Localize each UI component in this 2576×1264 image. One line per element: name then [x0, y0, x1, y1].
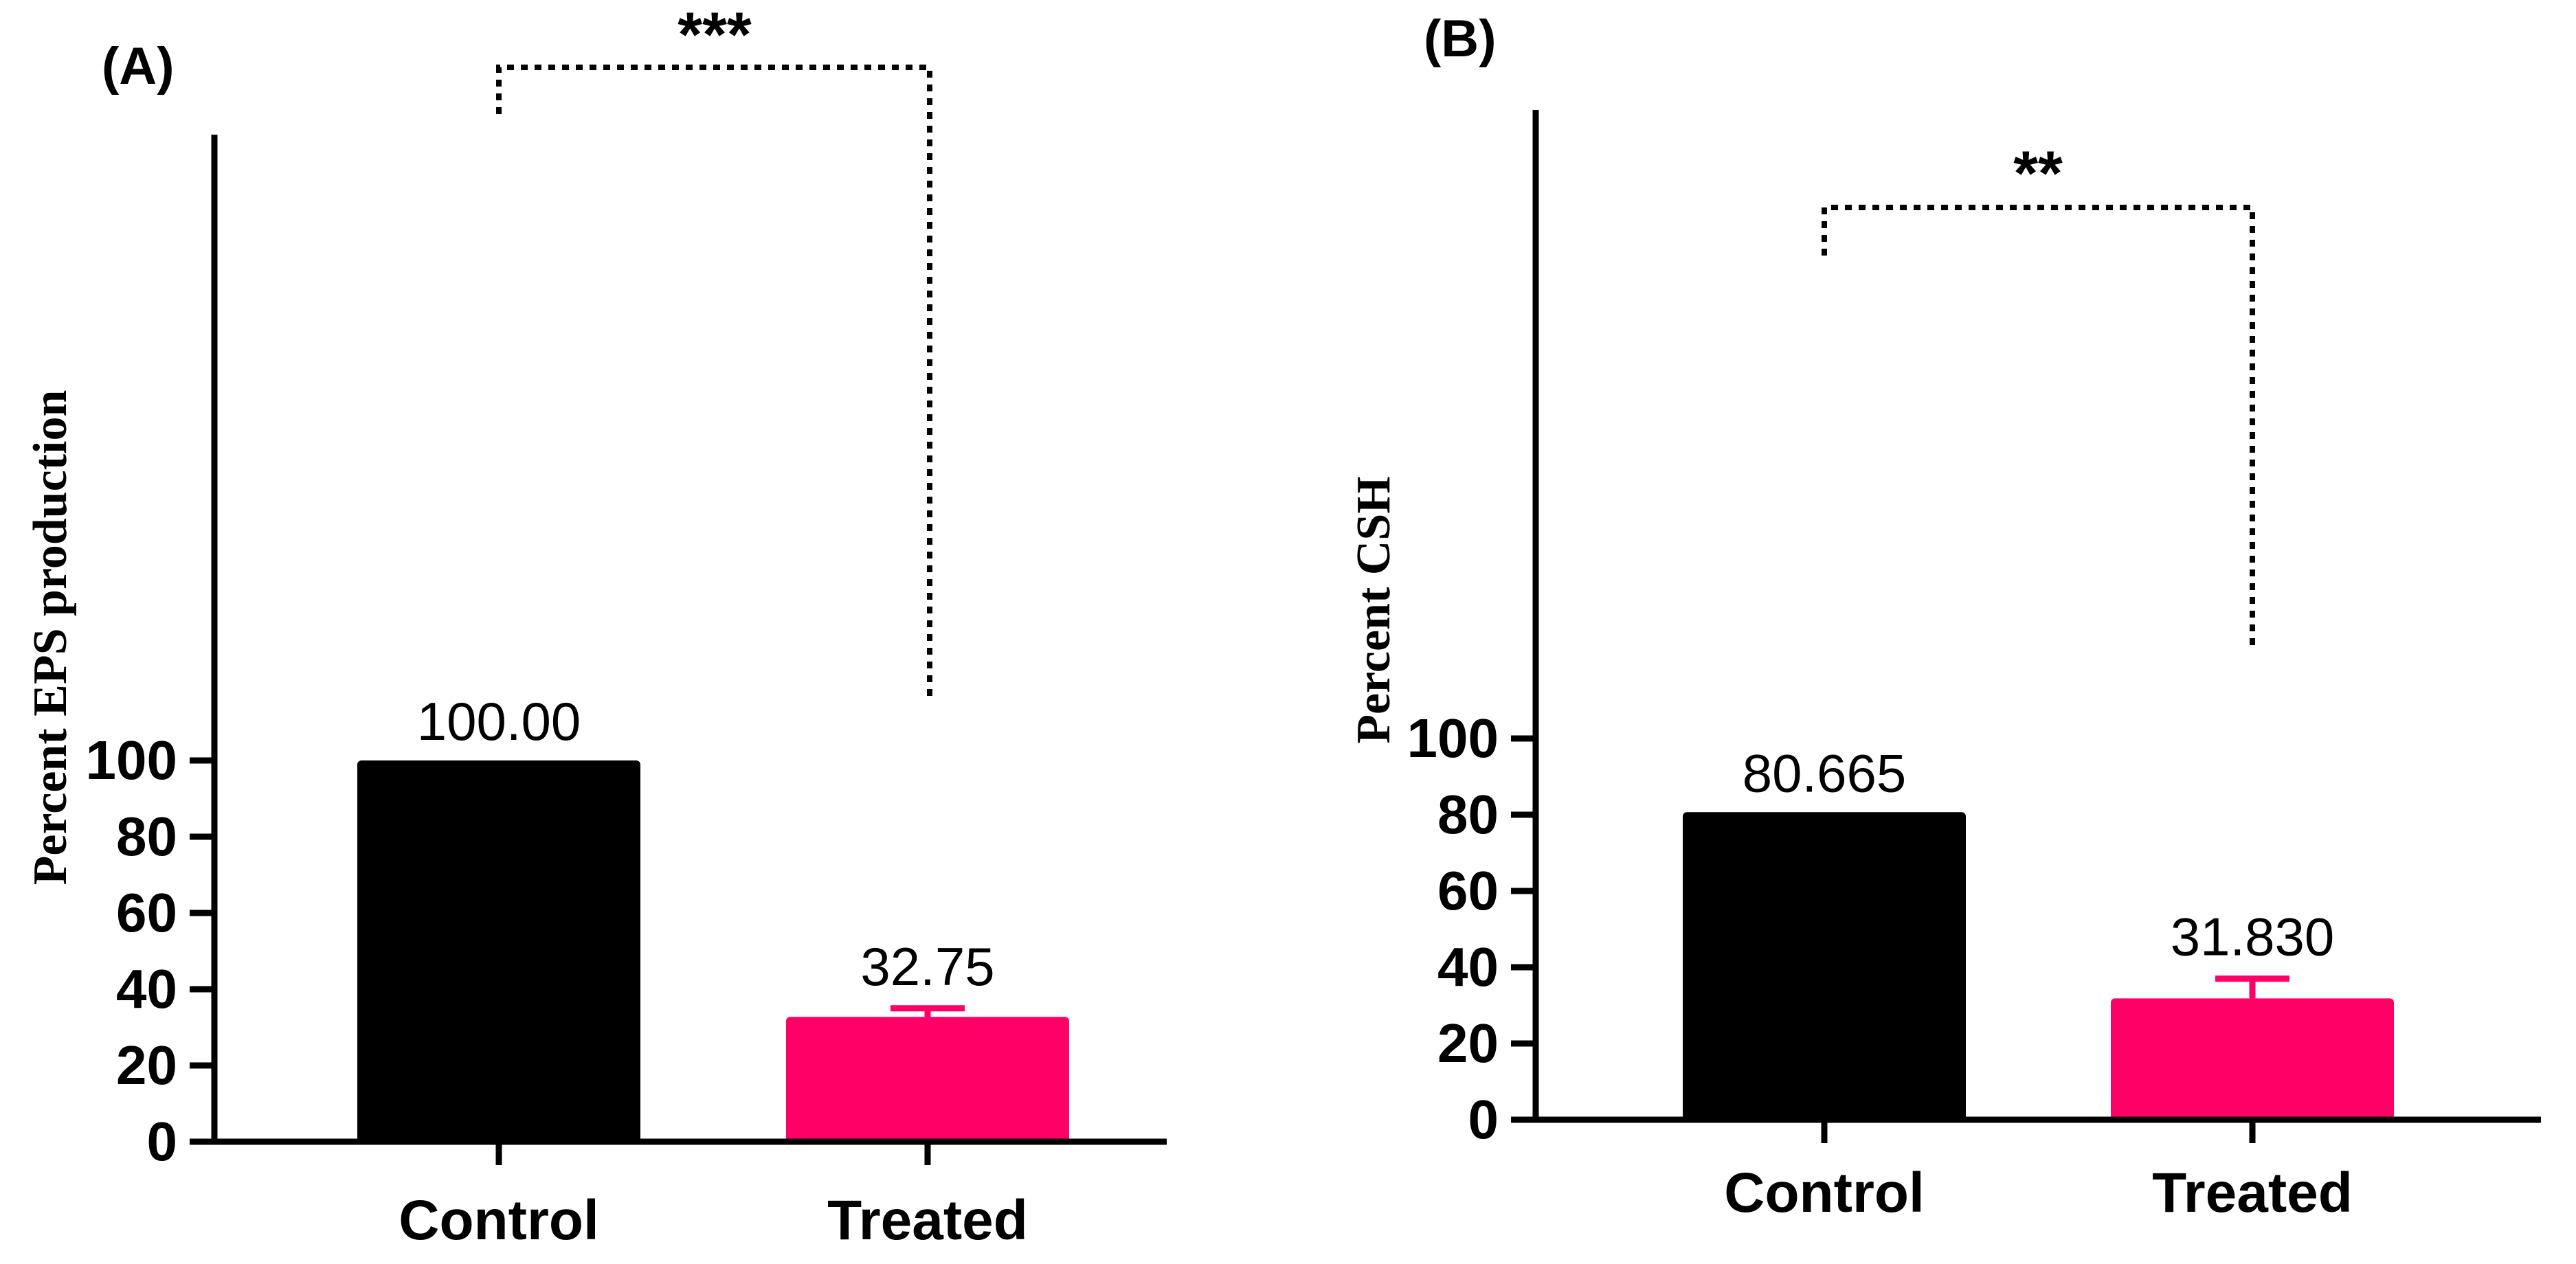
- panel-a-significance-bracket: [496, 65, 932, 697]
- panel-a-value-label-control: 100.00: [417, 691, 581, 752]
- panel-b-y-ticks: 0 20 40 60 80 100: [1407, 708, 1536, 1150]
- panel-b-label: (B): [1424, 10, 1497, 68]
- panel-b-value-label-treated: 31.830: [2171, 907, 2335, 967]
- panel-a-y-tick-label: 80: [116, 806, 177, 867]
- panel-a-significance-stars: ***: [677, 0, 752, 70]
- panel-b-value-label-control: 80.665: [1743, 743, 1907, 803]
- panel-a-y-axis-label: Percent EPS production: [24, 390, 77, 885]
- panel-b-x-ticks: [1821, 1120, 2256, 1143]
- panel-b-y-tick-label: 0: [1468, 1089, 1499, 1150]
- panel-a-category-control: Control: [399, 1189, 598, 1252]
- panel-b-bars: 80.665 31.830: [1683, 743, 2394, 1120]
- panel-a-x-ticks: [495, 1142, 931, 1165]
- panel-b-y-axis-label: Percent CSH: [1347, 476, 1400, 743]
- panel-a: (A) Percent EPS production 020406080100 …: [24, 0, 1167, 1252]
- panel-b: (B) Percent CSH 0 20 40 60 80 100 80.665 31.83…: [1347, 10, 2541, 1224]
- panel-a-y-tick-label: 100: [86, 730, 177, 791]
- panel-b-category-treated: Treated: [2152, 1162, 2353, 1224]
- panel-b-significance-bracket: [1822, 205, 2255, 646]
- panel-a-label: (A): [102, 37, 175, 95]
- panel-b-y-tick-label: 60: [1437, 860, 1499, 921]
- panel-b-category-control: Control: [1724, 1162, 1924, 1224]
- panel-b-y-tick-label: 80: [1437, 784, 1499, 845]
- panel-b-y-tick-label: 100: [1407, 708, 1499, 769]
- panel-a-y-tick-label: 20: [116, 1035, 177, 1096]
- panel-b-bar-treated: [2111, 998, 2394, 1120]
- panel-a-y-ticks: 0 20 40 60 80 100: [86, 730, 214, 1172]
- panel-a-bar-control: [357, 760, 640, 1142]
- panel-b-bar-control: [1683, 812, 1966, 1120]
- panel-a-y-tick-label: 60: [116, 882, 177, 943]
- panel-a-category-treated: Treated: [827, 1189, 1028, 1252]
- panel-a-value-label-treated: 32.75: [860, 936, 994, 997]
- panel-b-significance-stars: **: [2013, 139, 2063, 209]
- panel-b-y-tick-label: 20: [1437, 1013, 1499, 1074]
- panel-a-y-tick-label: 0: [147, 1111, 178, 1172]
- panel-a-bar-treated: [786, 1017, 1069, 1142]
- panel-a-bars: 100.00 32.75: [357, 691, 1069, 1142]
- panel-a-y-tick-label: 40: [116, 958, 177, 1019]
- panel-b-y-tick-label: 40: [1437, 936, 1499, 997]
